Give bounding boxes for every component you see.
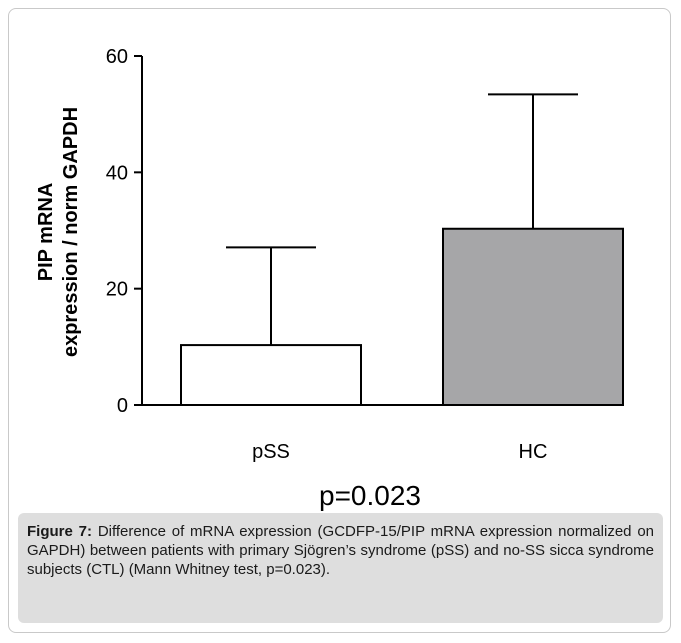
bars (181, 229, 623, 405)
caption-text: Difference of mRNA expression (GCDFP-15/… (27, 523, 654, 578)
bar-pss (181, 345, 361, 405)
x-tick-label: HC (519, 441, 548, 463)
y-axis-label-line1: PIP mRNA (35, 183, 57, 282)
bar-chart: PIP mRNA expression / norm GAPDH 0 20 40 60… (0, 0, 681, 520)
y-axis-label-line2: expression / norm GAPDH (60, 107, 82, 357)
figure-caption: Figure 7: Difference of mRNA expression … (27, 522, 654, 579)
y-tick-label: 40 (106, 162, 128, 184)
y-tick-label: 0 (117, 395, 128, 417)
y-tick-label: 20 (106, 279, 128, 301)
caption-label: Figure 7: (27, 523, 92, 540)
p-value-annotation: p=0.023 (319, 480, 421, 511)
category-labels: pSS HC (252, 441, 547, 463)
y-tick-label: 60 (106, 46, 128, 68)
bar-hc (443, 229, 623, 405)
x-tick-label: pSS (252, 441, 290, 463)
y-axis-label: PIP mRNA expression / norm GAPDH (35, 107, 82, 357)
